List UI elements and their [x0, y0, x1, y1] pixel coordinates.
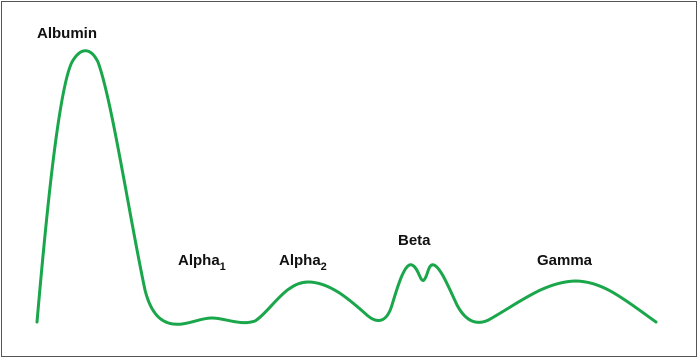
protein-trace-line [35, 49, 658, 326]
peak-label-gamma: Gamma [537, 252, 593, 269]
peak-label-alpha1: Alpha1 [178, 252, 226, 273]
peak-label-alpha2: Alpha2 [279, 252, 327, 273]
peak-label-beta: Beta [398, 232, 431, 249]
peak-label-albumin: Albumin [37, 25, 97, 42]
